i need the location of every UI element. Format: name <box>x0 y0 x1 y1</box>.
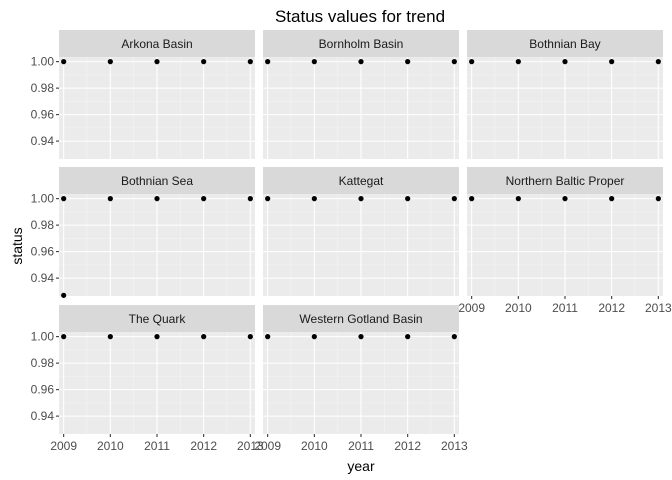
facet-strip <box>263 305 459 332</box>
data-point <box>358 59 364 65</box>
y-tick-label: 0.96 <box>31 108 55 122</box>
y-axis-title: status <box>9 227 25 264</box>
data-point <box>154 334 160 340</box>
x-tick-label: 2013 <box>645 301 672 315</box>
data-point <box>107 59 113 65</box>
data-point <box>61 196 67 202</box>
facet-strip <box>59 305 255 332</box>
facet-strip <box>263 167 459 194</box>
facet-strip-label: The Quark <box>129 312 187 326</box>
x-tick-label: 2011 <box>348 439 374 453</box>
data-point <box>469 59 475 65</box>
data-point <box>562 59 568 65</box>
data-point <box>405 59 411 65</box>
data-point <box>247 334 253 340</box>
data-point <box>405 196 411 202</box>
facet-strip-label: Northern Baltic Proper <box>506 174 625 188</box>
data-point <box>154 196 160 202</box>
data-point <box>562 196 568 202</box>
facet-strip-label: Western Gotland Basin <box>299 312 422 326</box>
facet-panel: Western Gotland Basin 2009 2010 2011 2012 201… <box>254 305 468 453</box>
facet-panel: Bornholm Basin <box>263 30 459 159</box>
data-point <box>107 334 113 340</box>
data-point <box>61 59 67 65</box>
facet-panel: Northern Baltic Proper 2009 2010 2011 2012 20… <box>458 167 672 315</box>
facet-panel: Kattegat <box>263 167 459 296</box>
y-tick-label: 0.98 <box>31 356 55 370</box>
data-point <box>451 59 457 65</box>
facet-strip <box>263 30 459 57</box>
data-point <box>61 334 67 340</box>
facet-strip-label: Arkona Basin <box>121 37 192 51</box>
facet-panel: Bothnian Sea 0.94 0.96 0.98 1.00 <box>31 167 255 298</box>
y-tick-label: 0.98 <box>31 218 55 232</box>
facet-strip <box>59 167 255 194</box>
x-tick-label: 2011 <box>144 439 170 453</box>
facet-panel: Arkona Basin 0.94 0.96 0.98 1.00 <box>31 30 255 159</box>
data-point <box>358 196 364 202</box>
x-tick-label: 2013 <box>237 439 264 453</box>
x-tick-label: 2011 <box>552 301 578 315</box>
x-tick-label: 2009 <box>254 439 281 453</box>
data-point <box>609 196 615 202</box>
x-tick-label: 2010 <box>97 439 124 453</box>
data-point <box>451 196 457 202</box>
x-tick-label: 2009 <box>50 439 77 453</box>
y-tick-label: 0.94 <box>31 271 55 285</box>
data-point <box>405 334 411 340</box>
y-tick-label: 1.00 <box>31 55 55 69</box>
data-point <box>201 59 207 65</box>
facet-strip-label: Bothnian Sea <box>121 174 193 188</box>
x-tick-label: 2010 <box>301 439 328 453</box>
facet-strip-label: Bothnian Bay <box>529 37 600 51</box>
data-point <box>358 334 364 340</box>
y-tick-label: 1.00 <box>31 192 55 206</box>
data-point <box>609 59 615 65</box>
x-tick-label: 2012 <box>598 301 625 315</box>
data-point <box>154 59 160 65</box>
data-point <box>247 59 253 65</box>
facet-strip-label: Bornholm Basin <box>319 37 404 51</box>
facet-panels: Arkona Basin 0.94 0.96 0.98 1.00 Bornholm Bas… <box>31 30 672 453</box>
y-tick-label: 0.96 <box>31 383 55 397</box>
x-tick-label: 2012 <box>190 439 217 453</box>
y-tick-label: 0.94 <box>31 409 55 423</box>
data-point <box>107 196 113 202</box>
data-point <box>655 196 661 202</box>
data-point <box>265 59 271 65</box>
data-point <box>201 196 207 202</box>
data-point <box>515 59 521 65</box>
facet-panel: The Quark 0.94 0.96 0.98 1.00 2009 2010 2011 201… <box>31 305 264 453</box>
data-point <box>201 334 207 340</box>
data-point <box>311 334 317 340</box>
y-tick-label: 0.98 <box>31 81 55 95</box>
x-tick-label: 2010 <box>505 301 532 315</box>
y-tick-label: 1.00 <box>31 330 55 344</box>
data-point <box>265 196 271 202</box>
x-tick-label: 2009 <box>458 301 485 315</box>
x-tick-label: 2012 <box>394 439 421 453</box>
data-point <box>655 59 661 65</box>
data-point <box>311 196 317 202</box>
data-point <box>451 334 457 340</box>
data-point <box>61 292 67 298</box>
data-point <box>311 59 317 65</box>
x-tick-label: 2013 <box>441 439 468 453</box>
facet-strip-label: Kattegat <box>339 174 384 188</box>
x-axis-title: year <box>347 458 375 474</box>
facet-panel: Bothnian Bay <box>467 30 663 159</box>
chart-title: Status values for trend <box>275 7 445 26</box>
facet-strip <box>467 30 663 57</box>
data-point <box>469 196 475 202</box>
y-tick-label: 0.96 <box>31 245 55 259</box>
facet-strip <box>59 30 255 57</box>
data-point <box>247 196 253 202</box>
facet-strip <box>467 167 663 194</box>
data-point <box>265 334 271 340</box>
data-point <box>515 196 521 202</box>
y-tick-label: 0.94 <box>31 134 55 148</box>
